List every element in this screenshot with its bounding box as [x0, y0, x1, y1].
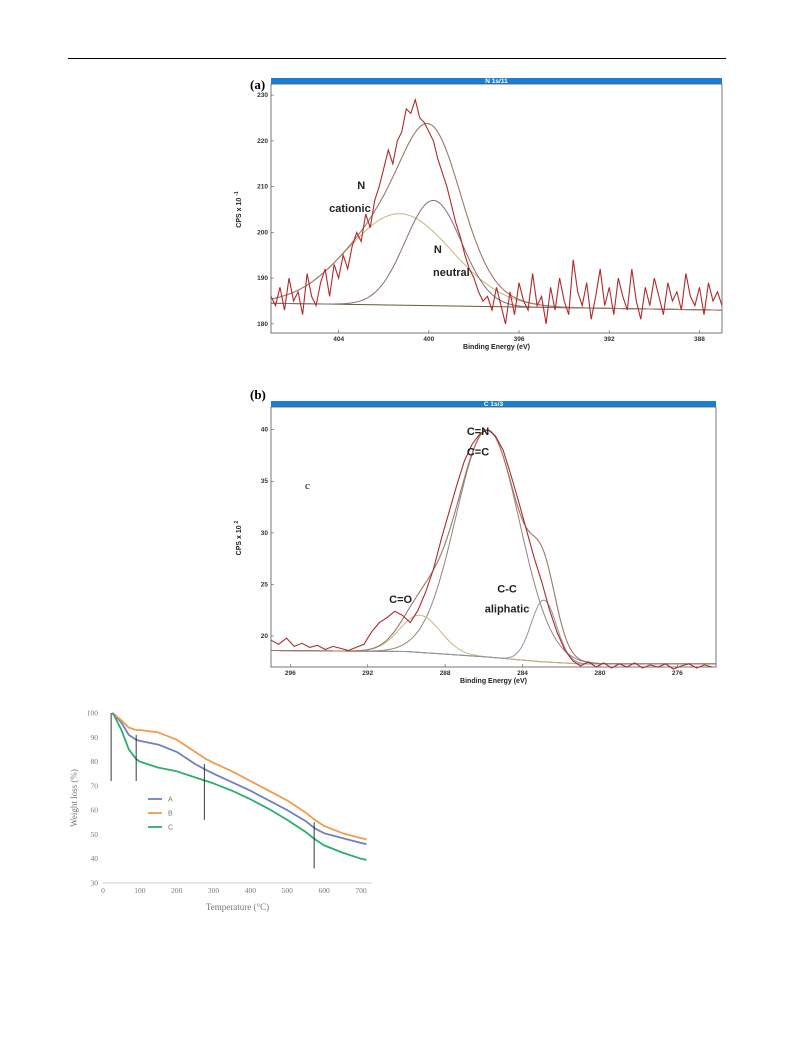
x-tick-label: 500 — [282, 886, 294, 895]
stray-letter: c — [305, 480, 310, 492]
y-tick-label: 40 — [261, 427, 269, 434]
x-tick-label: 404 — [333, 336, 344, 343]
peak-annotation: C=O — [389, 594, 412, 606]
x-axis-label: Temperature (°C) — [206, 902, 269, 912]
x-tick-label: 396 — [514, 336, 525, 343]
y-tick-label: 80 — [91, 757, 99, 766]
y-tick-label: 100 — [87, 709, 99, 718]
y-tick-label: 60 — [91, 806, 99, 815]
peak-annotation: cationic — [329, 203, 371, 215]
y-axis-label-exponent: 2 — [234, 520, 240, 523]
y-tick-label: 200 — [257, 229, 268, 236]
raw-spectrum-line — [270, 428, 713, 670]
y-axis-label: CPS x 10 2 — [234, 520, 243, 555]
y-tick-label: 30 — [261, 530, 269, 537]
peak-annotation: aliphatic — [485, 603, 530, 615]
peak-annotation: neutral — [433, 267, 470, 279]
x-tick-label: 100 — [134, 886, 146, 895]
x-tick-label: 280 — [594, 670, 605, 677]
x-tick-label: 288 — [440, 670, 451, 677]
series-line-B — [111, 712, 367, 841]
fit-envelope-line — [270, 122, 722, 311]
peak-annotation: C=N — [467, 426, 489, 438]
x-tick-label: 276 — [672, 670, 683, 677]
x-tick-label: 600 — [318, 886, 330, 895]
series-line-A — [111, 712, 367, 845]
y-tick-label: 40 — [91, 854, 99, 863]
plot-frame — [270, 83, 723, 334]
y-tick-label: 20 — [261, 633, 269, 640]
y-tick-label: 25 — [261, 581, 269, 588]
y-tick-label: 220 — [257, 138, 268, 145]
panel-a-label: (a) — [250, 77, 266, 92]
legend-label-A: A — [168, 797, 173, 804]
x-axis-label: Binding Energy (eV) — [463, 344, 530, 351]
y-tick-label: 50 — [91, 830, 99, 839]
chart-header-bar — [271, 401, 716, 407]
x-tick-label: 284 — [517, 670, 528, 677]
legend-label-B: B — [168, 811, 173, 818]
y-tick-label: 210 — [257, 184, 268, 191]
x-tick-label: 0 — [101, 886, 105, 895]
x-axis-label: Binding Energy (eV) — [460, 678, 527, 685]
y-tick-label: 180 — [257, 321, 268, 328]
x-tick-label: 392 — [604, 336, 615, 343]
x-tick-label: 400 — [423, 336, 434, 343]
x-tick-label: 300 — [208, 886, 220, 895]
plot-frame — [270, 406, 717, 668]
peak-annotation: N — [434, 244, 442, 256]
legend-label-C: C — [168, 825, 173, 832]
y-axis-label-exponent: -1 — [234, 191, 240, 196]
y-tick-label: 70 — [91, 781, 99, 790]
y-tick-label: 90 — [91, 733, 99, 742]
y-axis-label: CPS x 10 -1 — [234, 191, 243, 228]
series-line-C — [111, 712, 367, 861]
x-tick-label: 700 — [355, 886, 367, 895]
header-rule — [68, 58, 726, 59]
peak-annotation: C-C — [497, 584, 517, 596]
x-tick-label: 400 — [245, 886, 257, 895]
x-tick-label: 296 — [285, 670, 296, 677]
y-axis-label: Weight loss (%) — [69, 769, 79, 827]
y-tick-label: 30 — [91, 879, 99, 888]
x-tick-label: 292 — [362, 670, 373, 677]
x-tick-label: 388 — [694, 336, 705, 343]
chart-header-title: C 1s/3 — [484, 401, 504, 408]
panel-b-label: (b) — [250, 387, 266, 402]
y-tick-label: 230 — [257, 92, 268, 99]
peak-annotation: C=C — [467, 446, 489, 458]
raw-spectrum-line — [270, 97, 723, 325]
peak-annotation: N — [357, 180, 365, 192]
y-tick-label: 190 — [257, 275, 268, 282]
y-tick-label: 35 — [261, 478, 269, 485]
chart-header-title: N 1s/11 — [485, 78, 508, 85]
x-tick-label: 200 — [171, 886, 183, 895]
chart-header-bar — [271, 78, 722, 84]
